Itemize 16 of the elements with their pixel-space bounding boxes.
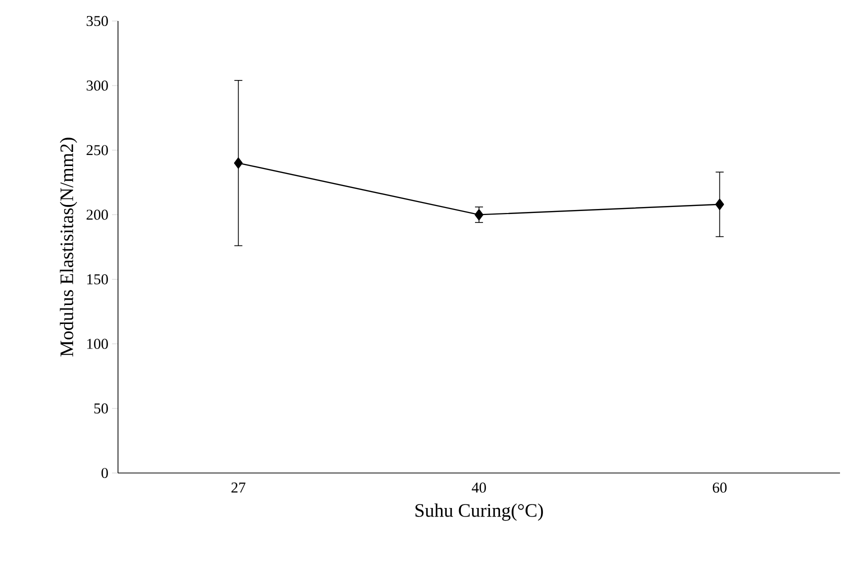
y-tick-label: 300 — [86, 80, 108, 91]
y-tick-label: 50 — [94, 403, 108, 414]
x-tick-label: 60 — [712, 482, 727, 493]
y-tick-label: 350 — [86, 16, 108, 26]
y-tick-label: 250 — [86, 145, 108, 156]
y-tick-label: 0 — [102, 468, 108, 478]
point — [474, 209, 484, 220]
x-tick-label: 27 — [231, 482, 246, 492]
y-axis-title: Modulus Elastisitas(N/mm2) — [60, 138, 78, 356]
y-tick-label: 150 — [87, 274, 108, 284]
x-axis-title: Suhu Curing(°C) — [416, 504, 543, 521]
y-tick-label: 100 — [87, 338, 108, 349]
y-tick-label: 200 — [86, 210, 108, 220]
x-tick-label: 40 — [472, 482, 486, 493]
point — [234, 157, 243, 169]
point — [715, 198, 724, 210]
